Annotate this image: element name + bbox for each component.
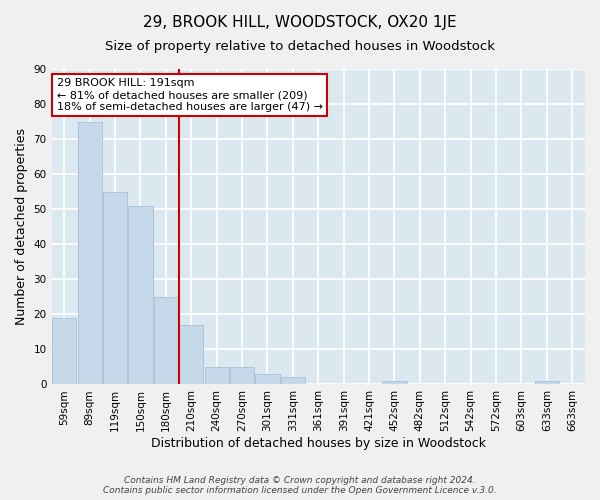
Bar (205, 367, 229, 384)
Bar (154, 297, 178, 384)
Bar (382, 381, 407, 384)
Text: 29, BROOK HILL, WOODSTOCK, OX20 1JE: 29, BROOK HILL, WOODSTOCK, OX20 1JE (143, 15, 457, 30)
Bar (535, 381, 559, 384)
Bar (103, 192, 127, 384)
Bar (52, 318, 76, 384)
Text: Size of property relative to detached houses in Woodstock: Size of property relative to detached ho… (105, 40, 495, 53)
Bar (77, 122, 102, 384)
Bar (128, 206, 152, 384)
Bar (230, 367, 254, 384)
Y-axis label: Number of detached properties: Number of detached properties (15, 128, 28, 325)
Bar (281, 378, 305, 384)
Text: 29 BROOK HILL: 191sqm
← 81% of detached houses are smaller (209)
18% of semi-det: 29 BROOK HILL: 191sqm ← 81% of detached … (57, 78, 323, 112)
Bar (256, 374, 280, 384)
Bar (179, 325, 203, 384)
X-axis label: Distribution of detached houses by size in Woodstock: Distribution of detached houses by size … (151, 437, 486, 450)
Text: Contains HM Land Registry data © Crown copyright and database right 2024.
Contai: Contains HM Land Registry data © Crown c… (103, 476, 497, 495)
